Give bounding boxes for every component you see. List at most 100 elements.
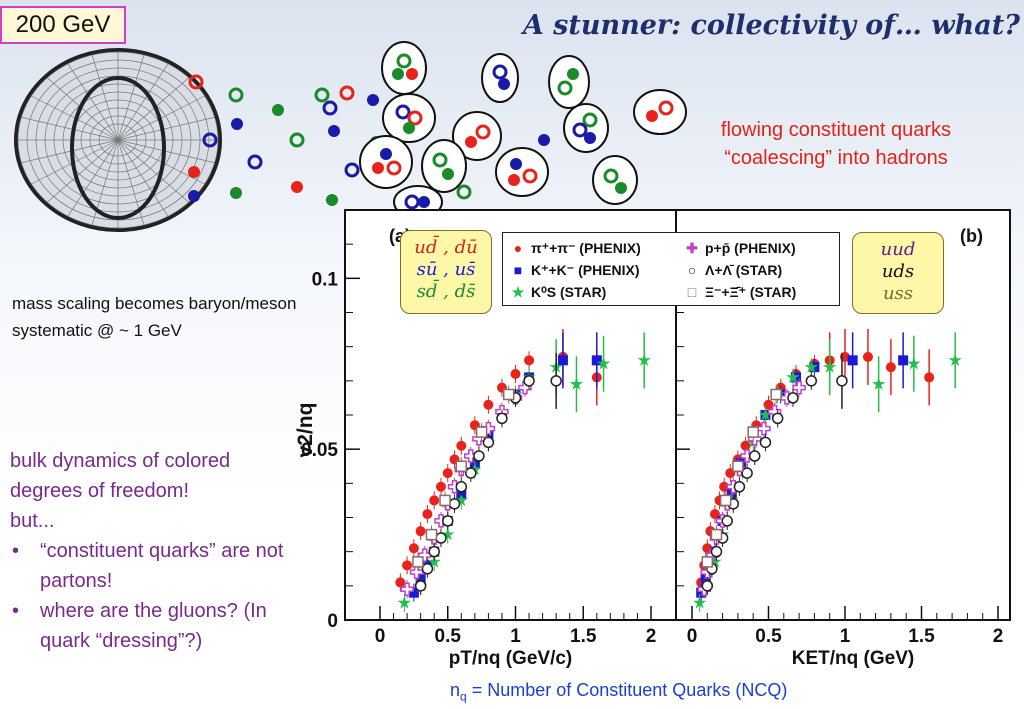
data-point	[408, 587, 419, 598]
data-point	[701, 580, 714, 592]
chart-legend: ● π⁺+π⁻ (PHENIX) ■ K⁺+K⁻ (PHENIX) ★ K⁰S (ST…	[502, 232, 840, 306]
meson-sd: sd̄ , ds̄	[416, 281, 476, 302]
data-point	[502, 388, 515, 401]
baryon-uds: uds	[881, 261, 915, 282]
data-point	[701, 556, 714, 568]
x-tick-label: 0.5	[435, 626, 462, 647]
free-quark-ring	[344, 162, 360, 178]
x-tick-label: 0	[375, 626, 386, 647]
data-point	[569, 377, 584, 390]
data-point	[885, 362, 896, 373]
data-point	[708, 554, 722, 568]
bullet-constituent-quarks: “constituent quarks” are not partons!	[10, 536, 310, 596]
data-point	[428, 545, 440, 558]
data-point	[804, 360, 818, 373]
nucleus-spoke	[47, 139, 119, 203]
y-tick-label: 0.05	[301, 440, 338, 461]
data-point	[700, 574, 711, 584]
nucleus-spoke	[117, 139, 189, 203]
bound-quark-ring	[582, 112, 598, 128]
hadron	[495, 147, 549, 197]
free-quark-ring	[456, 184, 472, 200]
data-point	[439, 494, 451, 507]
nucleus-inner	[70, 76, 166, 220]
legend-label: p+p̄ (PHENIX)	[705, 240, 796, 256]
nucleus-spoke	[117, 139, 215, 164]
free-quark-ring	[314, 87, 330, 103]
nucleus-spoke	[117, 116, 215, 141]
x-tick-label: 1.5	[570, 626, 597, 647]
data-point	[847, 355, 858, 366]
data-point	[719, 494, 732, 507]
free-quark-ring	[188, 74, 204, 90]
x-tick-label: 2	[993, 626, 1004, 647]
data-point	[441, 527, 455, 541]
bound-quark-ring	[395, 104, 411, 120]
y-tick-label: 0	[327, 611, 338, 632]
data-point	[414, 580, 427, 592]
bound-quark-dot	[418, 196, 430, 208]
data-point	[763, 399, 774, 410]
bound-quark-dot	[403, 122, 415, 134]
ncq-symbol: n	[450, 680, 461, 700]
bound-quark-dot	[498, 78, 510, 90]
data-point	[427, 554, 441, 568]
flow-caption-line2: “coalescing” into hadrons	[724, 147, 948, 169]
x-tick-label: 0	[687, 626, 698, 647]
data-point	[523, 375, 535, 387]
legend-label: K⁰S (STAR)	[531, 284, 607, 300]
data-point	[792, 380, 806, 395]
x-tick-label: 1.5	[908, 626, 935, 647]
data-point	[496, 412, 508, 425]
legend-item: ★ K⁰S (STAR)	[509, 281, 641, 303]
bound-quark-dot	[615, 182, 627, 194]
data-point	[696, 587, 707, 598]
bound-quark-dot	[372, 162, 384, 174]
legend-square-marker: ■	[513, 262, 523, 278]
data-point	[422, 509, 433, 520]
data-point	[400, 582, 414, 596]
bound-quark-dot	[584, 132, 596, 144]
ncq-footer: nq = Number of Constituent Quarks (NCQ)	[450, 680, 910, 704]
data-point	[395, 577, 406, 588]
x-axis-label: pT/nq (GeV/c)	[449, 648, 573, 669]
bound-quark-dot	[465, 136, 477, 148]
bound-quark-ring	[475, 124, 491, 140]
nucleus-spoke	[67, 139, 119, 217]
free-quark-dot	[326, 194, 338, 206]
data-point	[468, 462, 482, 476]
free-quark-ring	[202, 132, 218, 148]
legend-item: □ Ξ⁻+Ξ̄⁺ (STAR)	[683, 281, 797, 303]
meson-quark-box: ud̄ , dū sū , us̄ sd̄ , ds̄	[400, 230, 492, 314]
data-point	[721, 515, 733, 527]
x-axis-label: KET/nq (GeV)	[792, 648, 914, 669]
bound-quark-dot	[380, 148, 392, 160]
free-quark-dot	[188, 190, 200, 202]
data-point	[455, 481, 468, 493]
nucleus-spoke	[67, 63, 119, 141]
hadron	[359, 135, 413, 189]
bound-quark-ring	[522, 168, 538, 184]
x-tick-label: 0.5	[755, 626, 782, 647]
free-quark-ring	[339, 85, 355, 101]
meson-ud: ud̄ , dū	[414, 237, 478, 258]
legend-item: ✚ p+p̄ (PHENIX)	[683, 237, 796, 259]
x-tick-label: 1	[840, 626, 851, 647]
data-point	[408, 543, 419, 554]
data-point	[758, 408, 773, 421]
data-point	[475, 426, 488, 438]
legend-label: Ξ⁻+Ξ̄⁺ (STAR)	[705, 284, 797, 300]
y-axis-label: v2/nq	[294, 403, 317, 458]
data-point	[524, 355, 535, 366]
baryon-uss: uss	[882, 283, 914, 304]
ncq-subscript: q	[460, 689, 467, 704]
nucleus-spoke	[47, 77, 119, 141]
data-point	[924, 372, 935, 383]
free-quark-dot	[230, 187, 242, 199]
free-quark-dot	[231, 118, 243, 130]
nucleus-grid	[17, 51, 219, 229]
bullet-list: “constituent quarks” are not partons! wh…	[10, 536, 310, 656]
data-point	[786, 370, 800, 384]
data-point	[709, 509, 720, 520]
bound-quark-ring	[386, 160, 402, 176]
